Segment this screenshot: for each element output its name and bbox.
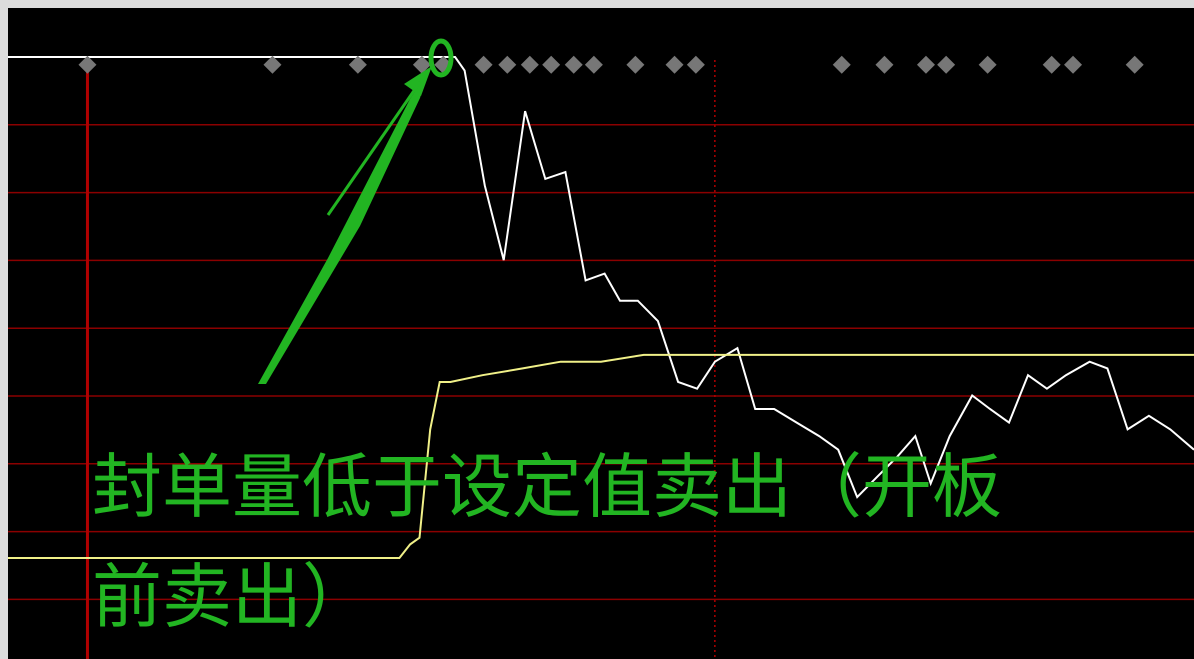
diamond-marker: [1064, 55, 1083, 74]
diamond-marker: [564, 55, 583, 74]
diamond-marker: [474, 55, 493, 74]
diamond-marker: [937, 55, 956, 74]
arrow-head: [404, 66, 432, 96]
diamond-marker: [626, 55, 645, 74]
chart-panel: [8, 8, 1194, 659]
diamond-marker: [875, 55, 894, 74]
diamond-marker: [1125, 55, 1144, 74]
diamond-marker: [348, 55, 367, 74]
diamond-marker: [412, 55, 431, 74]
diamond-marker: [520, 55, 539, 74]
diamond-marker: [78, 55, 97, 74]
diamond-marker: [584, 55, 603, 74]
diamond-marker: [263, 55, 282, 74]
diamond-marker: [832, 55, 851, 74]
diamond-marker: [1042, 55, 1061, 74]
peak-circle-marker: [428, 38, 454, 78]
diamond-marker: [686, 55, 705, 74]
annotation-line-1: 封单量低于设定值卖出（开板: [92, 446, 1002, 528]
price-line: [8, 56, 1194, 499]
diamond-marker: [916, 55, 935, 74]
arrow-shaft: [258, 72, 428, 384]
annotation-line-2: 前卖出）: [92, 556, 372, 638]
arrow-secondary-stroke: [326, 81, 422, 216]
average-price-line: [8, 353, 1194, 559]
diamond-marker: [542, 55, 561, 74]
diamond-marker: [665, 55, 684, 74]
diamond-marker: [498, 55, 517, 74]
diamond-marker: [978, 55, 997, 74]
